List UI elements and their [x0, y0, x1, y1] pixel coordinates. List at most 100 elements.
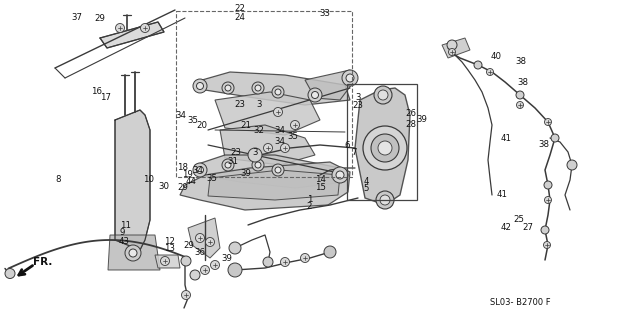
Circle shape	[248, 148, 262, 162]
Polygon shape	[305, 70, 355, 100]
Circle shape	[190, 270, 200, 280]
Circle shape	[378, 90, 388, 100]
Text: 34: 34	[275, 137, 286, 146]
Circle shape	[141, 23, 150, 33]
Circle shape	[516, 91, 524, 99]
Circle shape	[222, 159, 234, 171]
Circle shape	[380, 195, 390, 205]
Circle shape	[541, 226, 549, 234]
Circle shape	[228, 263, 242, 277]
Circle shape	[200, 266, 209, 275]
Text: 23: 23	[353, 101, 364, 110]
Circle shape	[275, 89, 281, 95]
Circle shape	[280, 258, 290, 267]
Text: 34: 34	[192, 166, 204, 175]
Text: 28: 28	[405, 120, 417, 129]
Text: 39: 39	[416, 115, 427, 124]
Circle shape	[378, 141, 392, 155]
Circle shape	[125, 245, 141, 261]
Text: SL03- B2700 F: SL03- B2700 F	[489, 298, 550, 307]
Circle shape	[486, 68, 493, 76]
Text: 21: 21	[240, 121, 252, 130]
Text: 9: 9	[119, 228, 124, 236]
Polygon shape	[180, 162, 350, 210]
Text: 11: 11	[120, 221, 131, 230]
Text: 40: 40	[490, 52, 501, 60]
Circle shape	[280, 143, 290, 153]
Circle shape	[324, 246, 336, 258]
Text: 25: 25	[513, 215, 524, 224]
Text: 39: 39	[240, 169, 252, 178]
Circle shape	[160, 257, 169, 266]
Text: 3: 3	[256, 100, 261, 109]
Circle shape	[197, 166, 204, 173]
Text: 3: 3	[356, 93, 361, 102]
Text: 6: 6	[345, 141, 350, 150]
Circle shape	[129, 249, 137, 257]
Circle shape	[272, 164, 284, 176]
Circle shape	[447, 40, 457, 50]
Polygon shape	[108, 235, 160, 270]
Text: 44: 44	[186, 177, 197, 186]
Text: 1: 1	[307, 195, 312, 204]
Circle shape	[371, 134, 399, 162]
Text: 37: 37	[72, 13, 83, 22]
Circle shape	[5, 268, 15, 278]
Text: 10: 10	[143, 175, 155, 184]
Circle shape	[181, 256, 191, 266]
Text: 27: 27	[522, 223, 533, 232]
Text: FR.: FR.	[34, 257, 53, 267]
Text: 38: 38	[515, 57, 527, 66]
Polygon shape	[442, 38, 470, 58]
Circle shape	[115, 23, 124, 33]
Circle shape	[263, 257, 273, 267]
Circle shape	[210, 260, 219, 269]
Text: 18: 18	[177, 163, 188, 172]
Text: 33: 33	[319, 9, 330, 18]
Text: 29: 29	[94, 14, 106, 23]
Text: 26: 26	[405, 109, 417, 118]
Circle shape	[229, 242, 241, 254]
Text: 31: 31	[228, 157, 239, 166]
Circle shape	[222, 82, 234, 94]
Polygon shape	[195, 72, 350, 105]
Circle shape	[252, 159, 264, 171]
Circle shape	[363, 126, 407, 170]
Circle shape	[342, 70, 358, 86]
Text: 23: 23	[234, 100, 245, 109]
Text: 19: 19	[181, 170, 193, 179]
Text: 3: 3	[252, 148, 257, 157]
Text: 5: 5	[364, 184, 369, 193]
Text: 42: 42	[500, 223, 512, 232]
Circle shape	[551, 134, 559, 142]
Circle shape	[332, 167, 348, 183]
Text: 8: 8	[56, 175, 61, 184]
Text: 35: 35	[207, 174, 218, 183]
Circle shape	[474, 61, 482, 69]
Circle shape	[225, 162, 231, 168]
Text: 29: 29	[183, 241, 195, 250]
Polygon shape	[195, 155, 345, 188]
Text: 2: 2	[307, 202, 312, 211]
Text: 41: 41	[496, 190, 508, 199]
Circle shape	[193, 163, 207, 177]
Circle shape	[273, 108, 283, 116]
Circle shape	[545, 196, 552, 204]
Bar	[176, 11, 352, 177]
Text: 15: 15	[314, 183, 326, 192]
Circle shape	[567, 160, 577, 170]
Circle shape	[225, 85, 231, 91]
Circle shape	[193, 79, 207, 93]
Polygon shape	[355, 88, 410, 205]
Circle shape	[205, 237, 214, 246]
Circle shape	[290, 121, 299, 130]
Circle shape	[255, 85, 261, 91]
Text: 24: 24	[234, 13, 245, 22]
Circle shape	[272, 86, 284, 98]
Circle shape	[308, 88, 322, 102]
Polygon shape	[188, 218, 220, 258]
Text: 34: 34	[275, 126, 286, 135]
Circle shape	[545, 118, 552, 125]
Circle shape	[336, 171, 344, 179]
Polygon shape	[100, 22, 164, 48]
